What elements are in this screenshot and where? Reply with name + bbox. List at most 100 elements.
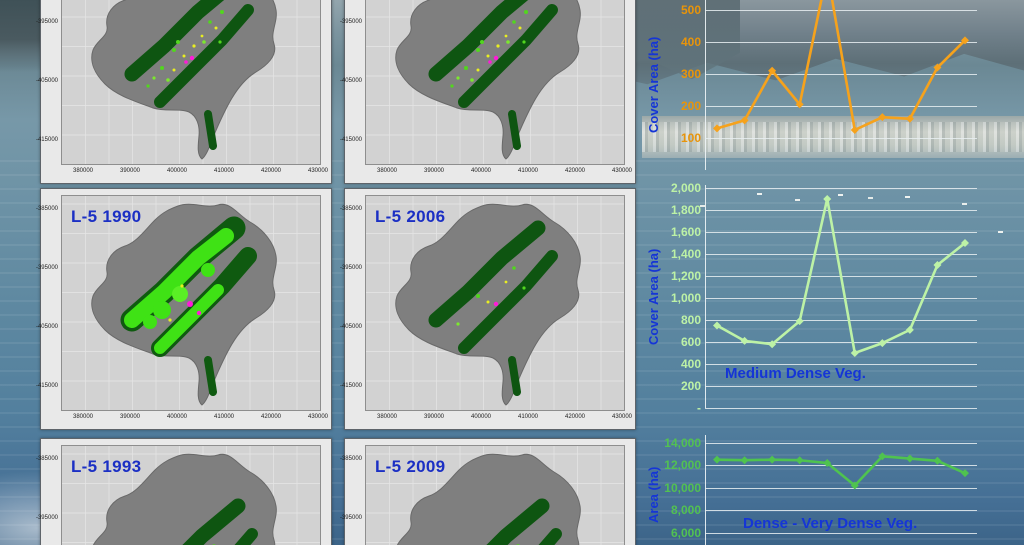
map-x-tick: 390000 [423, 414, 445, 420]
data-point-marker [823, 459, 832, 468]
map-x-tick: 430000 [611, 168, 633, 174]
map-panel: -385000-395000-405000-415000 [36, 438, 332, 545]
map-x-tick: 400000 [470, 168, 492, 174]
y-tick-label: 200 [680, 98, 701, 113]
y-tick-label: 10,000 [664, 480, 701, 495]
gridline [705, 73, 977, 75]
data-point-marker [850, 481, 859, 490]
boats [0, 0, 5, 2]
data-point-marker [768, 66, 777, 75]
map-y-axis: -385000-395000-405000-415000 [340, 439, 364, 545]
data-point-marker [850, 125, 859, 134]
data-point-marker [905, 325, 914, 334]
chart-line-svg [713, 0, 969, 134]
map-x-tick: 390000 [119, 168, 141, 174]
series-label: Dense - Very Dense Veg. [743, 515, 918, 532]
island-shape [92, 453, 277, 545]
y-tick-label: 800 [680, 312, 701, 327]
y-tick-label: 1,000 [670, 290, 701, 305]
map-svg [366, 196, 624, 410]
data-point-marker [768, 455, 777, 464]
data-point-marker [768, 340, 777, 349]
data-point-marker [878, 452, 887, 461]
map-title: L-5 2006 [375, 207, 446, 226]
map-x-tick: 380000 [72, 168, 94, 174]
map-x-tick: 420000 [564, 168, 586, 174]
data-point-marker [740, 456, 749, 465]
y-tick-label: 2,000 [670, 180, 701, 195]
map-plot [61, 195, 321, 411]
gridline [705, 209, 977, 211]
chart-plot [705, 0, 977, 170]
map-x-tick: 400000 [166, 168, 188, 174]
gridline [705, 408, 977, 409]
gridline [705, 341, 977, 343]
data-point-marker [933, 456, 942, 465]
map-y-tick: -405000 [35, 324, 58, 330]
map-x-tick: 420000 [260, 168, 282, 174]
data-point-marker [713, 455, 721, 464]
map-y-tick: -395000 [35, 265, 58, 271]
y-tick-label: 1,800 [670, 202, 701, 217]
map-panel: -385000-395000-405000-415000 [340, 438, 636, 545]
gridline [705, 137, 977, 139]
data-point-marker [795, 100, 804, 109]
data-point-marker [740, 336, 749, 345]
map-plot [365, 445, 625, 545]
y-axis-ticks: 14,000 12,000 10,000 8,000 6,000 [661, 435, 703, 545]
y-tick-label: 1,200 [670, 268, 701, 283]
map-x-tick: 380000 [376, 414, 398, 420]
map-y-tick: -395000 [339, 515, 362, 521]
map-panel: -385000-395000-405000-415000 [36, 188, 332, 430]
y-tick-label: 600 [680, 334, 701, 349]
map-y-axis: -385000-395000-405000-415000 [340, 0, 364, 183]
map-plot [61, 0, 321, 165]
gridline [705, 465, 977, 467]
y-tick-label: 8,000 [670, 503, 701, 518]
map-y-tick: -405000 [35, 78, 58, 84]
map-y-tick: -395000 [339, 19, 362, 25]
data-point-marker [795, 317, 804, 326]
map-y-tick: -415000 [339, 137, 362, 143]
gridline [705, 385, 977, 387]
medium-dense-veg-chart: Cover Area (ha) 2,000 1,800 1,600 1,400 1,20… [645, 181, 1024, 415]
map-x-tick: 390000 [119, 414, 141, 420]
map-x-tick: 430000 [611, 414, 633, 420]
map-x-axis: 380000 390000 400000 410000 420000 430000 [61, 167, 328, 177]
gridline [705, 442, 977, 444]
map-x-tick: 380000 [72, 414, 94, 420]
map-x-axis: 380000 390000 400000 410000 420000 430000 [61, 413, 328, 423]
map-plot [365, 0, 625, 165]
data-line [716, 197, 966, 355]
data-point-marker [933, 63, 942, 72]
island-shape [91, 203, 277, 406]
map-y-tick: -405000 [339, 324, 362, 330]
data-point-marker [878, 339, 887, 348]
cover-area-chart-1: Cover Area (ha) 500 400 300 200 100 [645, 0, 1024, 170]
series-label: Medium Dense Veg. [725, 365, 866, 382]
map-y-tick: -385000 [35, 456, 58, 462]
data-line [716, 455, 966, 487]
gridline [705, 487, 977, 489]
map-x-tick: 410000 [213, 168, 235, 174]
y-tick-label: 6,000 [670, 525, 701, 540]
dense-vegetation-overlay [428, 0, 558, 150]
data-point-marker [961, 238, 969, 247]
island-shape [396, 453, 581, 545]
gridline [705, 9, 977, 11]
map-panel: -385000-395000-405000-415000 [36, 0, 332, 184]
mountain-ridge-left [0, 0, 46, 72]
data-point-marker [905, 114, 914, 123]
y-tick-label: 12,000 [664, 458, 701, 473]
data-point-marker [740, 116, 749, 125]
map-svg [366, 0, 624, 164]
map-x-axis: 380000 390000 400000 410000 420000 430000 [365, 167, 632, 177]
map-y-axis: -385000-395000-405000-415000 [36, 189, 60, 429]
map-y-axis: -385000-395000-405000-415000 [340, 189, 364, 429]
y-tick-label: 1,600 [670, 224, 701, 239]
map-panel: -385000-395000-405000-415000 [340, 188, 636, 430]
data-point-marker [713, 321, 721, 330]
gridline [705, 253, 977, 255]
gridline [705, 105, 977, 107]
map-x-tick: 390000 [423, 168, 445, 174]
